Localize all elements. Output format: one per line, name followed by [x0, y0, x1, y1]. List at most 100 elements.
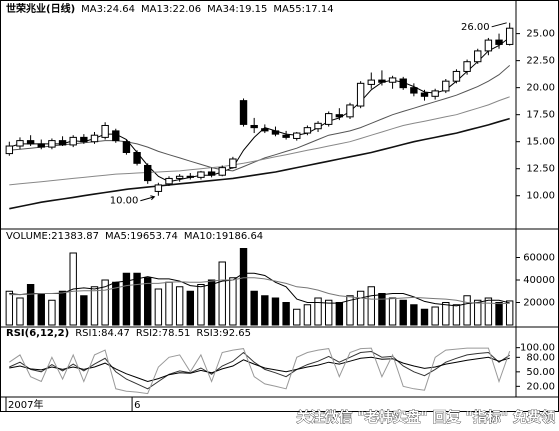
volume-bar — [356, 290, 365, 326]
line-series — [9, 356, 510, 383]
volume-bar — [58, 290, 67, 326]
volume-bar — [452, 304, 461, 326]
y-tick-label: 10.00 — [526, 191, 555, 202]
line-series — [9, 117, 510, 210]
watermark: 关注微信 "老韩实盘" 回复 "指标" 免费领 — [296, 409, 555, 426]
volume-bar — [26, 284, 35, 326]
volume-bar — [229, 277, 237, 326]
volume-bar — [388, 297, 397, 326]
volume-bar — [101, 279, 109, 326]
annotation: 26.00 — [461, 22, 490, 33]
candle-body — [356, 82, 365, 107]
legend-entry: MA55:17.14 — [273, 4, 333, 15]
annotation: 10.00 — [110, 196, 139, 207]
volume-bar — [505, 300, 514, 326]
volume-bar — [154, 288, 163, 326]
legend-entry: MA13:22.06 — [141, 4, 201, 15]
candle-body — [505, 27, 514, 45]
candle-body — [324, 113, 333, 125]
volume-bar — [165, 281, 173, 326]
volume-bar — [442, 302, 450, 326]
candle-body — [250, 124, 258, 129]
candle-body — [303, 127, 312, 134]
volume-bar — [239, 248, 248, 326]
annotation-line — [491, 22, 507, 28]
y-tick-label: 20000 — [523, 298, 555, 309]
volume-bar — [346, 295, 354, 326]
candle-body — [271, 130, 280, 135]
candle-body — [293, 132, 301, 139]
x-tick-label: 2007年 — [8, 398, 43, 411]
legend-entry: RSI2:78.51 — [136, 328, 191, 339]
candle-body — [367, 79, 375, 85]
candle-body — [16, 140, 24, 147]
candle-body — [26, 140, 35, 145]
line-series — [9, 96, 510, 186]
volume-bar — [431, 306, 439, 326]
candle-body — [463, 61, 471, 72]
x-tick-label: 6 — [134, 400, 140, 411]
candle-body — [101, 124, 109, 138]
y-tick-label: 22.50 — [526, 56, 555, 67]
y-tick-label: 50.00 — [526, 367, 555, 378]
legend-entry: MA5:19653.74 — [105, 231, 178, 242]
volume-bar — [80, 295, 88, 326]
candle-body — [452, 70, 461, 82]
y-tick-label: 40000 — [523, 275, 555, 286]
legend-entry: RSI3:92.65 — [196, 328, 251, 339]
candle-body — [175, 175, 184, 179]
volume-bar — [5, 290, 14, 326]
annotation-arrow — [140, 195, 156, 202]
volume-bar — [16, 297, 24, 326]
volume-bar — [335, 302, 344, 326]
volume-bar — [122, 272, 131, 326]
legend-entry: VOLUME:21383.87 — [6, 231, 99, 242]
candle-body — [133, 152, 141, 164]
candle-body — [186, 175, 195, 178]
candle-body — [261, 128, 269, 132]
volume-bar — [324, 299, 333, 326]
candle-body — [144, 164, 152, 182]
volume-bar — [399, 299, 407, 326]
candle-body — [335, 114, 344, 118]
volume-bar — [282, 302, 290, 326]
y-tick-label: 80.00 — [526, 352, 555, 363]
candle-body — [90, 134, 99, 143]
candle-body — [37, 143, 45, 148]
candle-body — [69, 136, 77, 146]
candle-body — [399, 78, 407, 89]
candle-body — [5, 145, 14, 155]
volume-bar — [314, 297, 322, 326]
y-tick-label: 17.50 — [526, 110, 555, 121]
candle-body — [474, 50, 482, 63]
candle-body — [239, 100, 248, 125]
line-series — [9, 347, 511, 395]
volume-bar — [463, 295, 471, 326]
line-series — [9, 272, 510, 307]
candle-body — [282, 134, 290, 138]
volume-bar — [186, 290, 195, 326]
candle-body — [346, 104, 354, 118]
volume-bar — [484, 297, 493, 326]
volume-bar — [218, 261, 226, 326]
candle-body — [80, 136, 88, 143]
candle-body — [122, 141, 131, 154]
candle-body — [112, 130, 120, 142]
candle-body — [218, 167, 226, 176]
panel-title: 世荣兆业(日线) — [6, 2, 75, 15]
volume-bar — [261, 295, 269, 326]
candle-body — [165, 177, 173, 185]
volume-bar — [474, 299, 482, 326]
y-tick-label: 25.00 — [526, 29, 555, 40]
volume-bar — [367, 286, 375, 326]
volume-bar — [48, 299, 56, 326]
candle-body — [229, 158, 237, 169]
panel-title: RSI(6,12,2) — [6, 328, 69, 339]
candle-body — [58, 140, 67, 146]
volume-bar — [303, 304, 312, 326]
volume-bar — [133, 272, 141, 326]
candle-body — [388, 77, 397, 83]
candle-body — [442, 80, 450, 92]
candle-body — [410, 87, 418, 94]
volume-bar — [90, 286, 99, 326]
